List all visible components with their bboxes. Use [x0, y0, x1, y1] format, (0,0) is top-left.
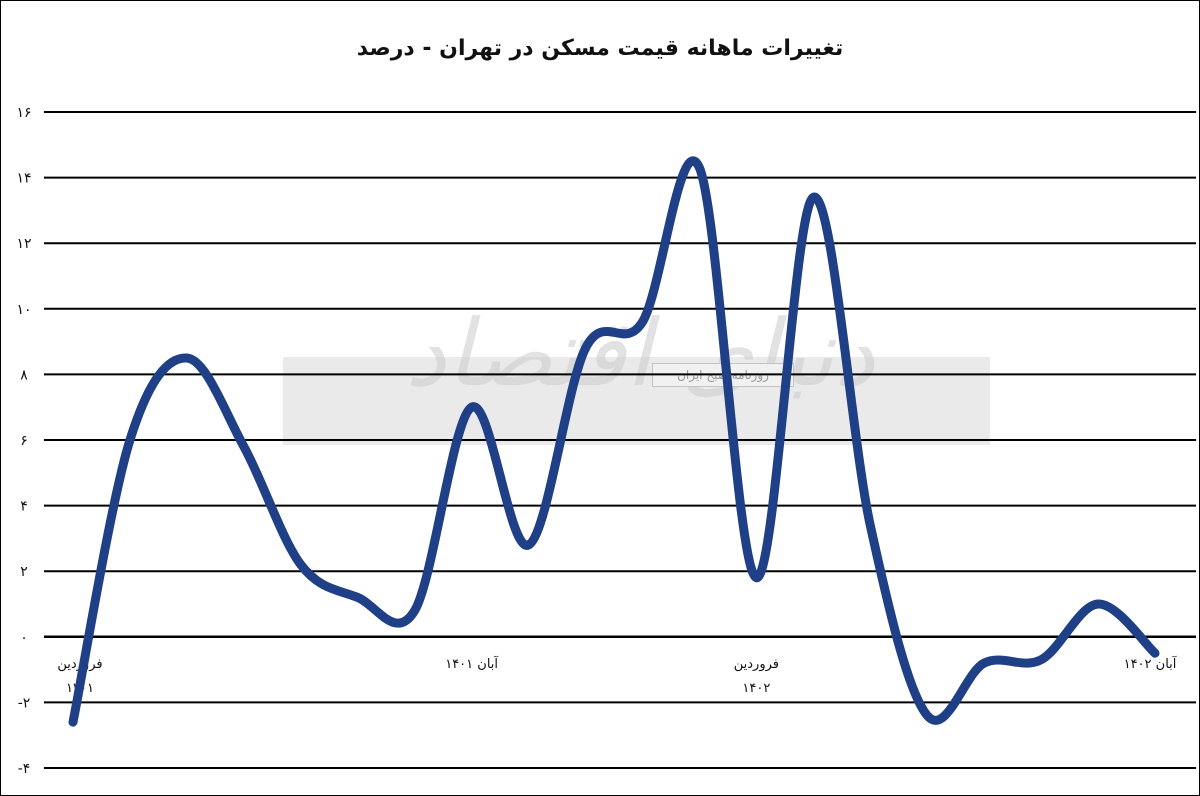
y-tick-label: ۱۰ — [16, 302, 31, 318]
y-tick-label: ۰ — [20, 630, 28, 646]
y-tick-label: -۲ — [18, 695, 31, 711]
y-axis-tick-labels: ۱۶ ۱۴ ۱۲ ۱۰ ۸ ۶ ۴ ۲ ۰ -۲ -۴ — [16, 105, 31, 777]
x-tick-label: آبان ۱۴۰۱ — [445, 655, 499, 672]
x-tick-label: آبان ۱۴۰۲ — [1124, 655, 1178, 672]
data-point — [983, 662, 985, 664]
data-point — [1154, 652, 1156, 654]
y-tick-label: ۸ — [20, 367, 28, 383]
data-point — [129, 439, 131, 441]
data-point — [1097, 603, 1099, 605]
data-point — [926, 715, 928, 717]
y-tick-label: ۴ — [20, 499, 28, 515]
data-point — [755, 577, 757, 579]
y-tick-label: ۲ — [20, 564, 28, 580]
data-point — [869, 524, 871, 526]
y-tick-label: ۱۲ — [16, 236, 31, 252]
series-line — [68, 156, 1160, 727]
data-point — [300, 564, 302, 566]
y-tick-label: -۴ — [18, 761, 31, 777]
watermark-band — [283, 357, 990, 445]
data-point — [698, 167, 700, 169]
x-tick-label: ۱۴۰۲ — [742, 681, 770, 696]
y-tick-label: ۶ — [20, 433, 28, 449]
data-point — [471, 406, 473, 408]
gridlines — [44, 111, 1196, 769]
data-point — [243, 446, 245, 448]
y-tick-label: ۱۶ — [16, 105, 31, 121]
x-tick-label: فروردین — [734, 657, 779, 672]
chart-title: تغییرات ماهانه قیمت مسکن در تهران - درصد — [356, 36, 844, 61]
data-point — [1040, 659, 1042, 661]
data-point — [528, 544, 530, 546]
data-point — [641, 321, 643, 323]
series-layer — [68, 156, 1160, 727]
data-point — [186, 357, 188, 359]
data-point — [812, 196, 814, 198]
data-point — [414, 610, 416, 612]
data-point — [72, 721, 74, 723]
data-point — [357, 596, 359, 598]
data-point — [585, 347, 587, 349]
y-tick-label: ۱۴ — [16, 171, 31, 187]
